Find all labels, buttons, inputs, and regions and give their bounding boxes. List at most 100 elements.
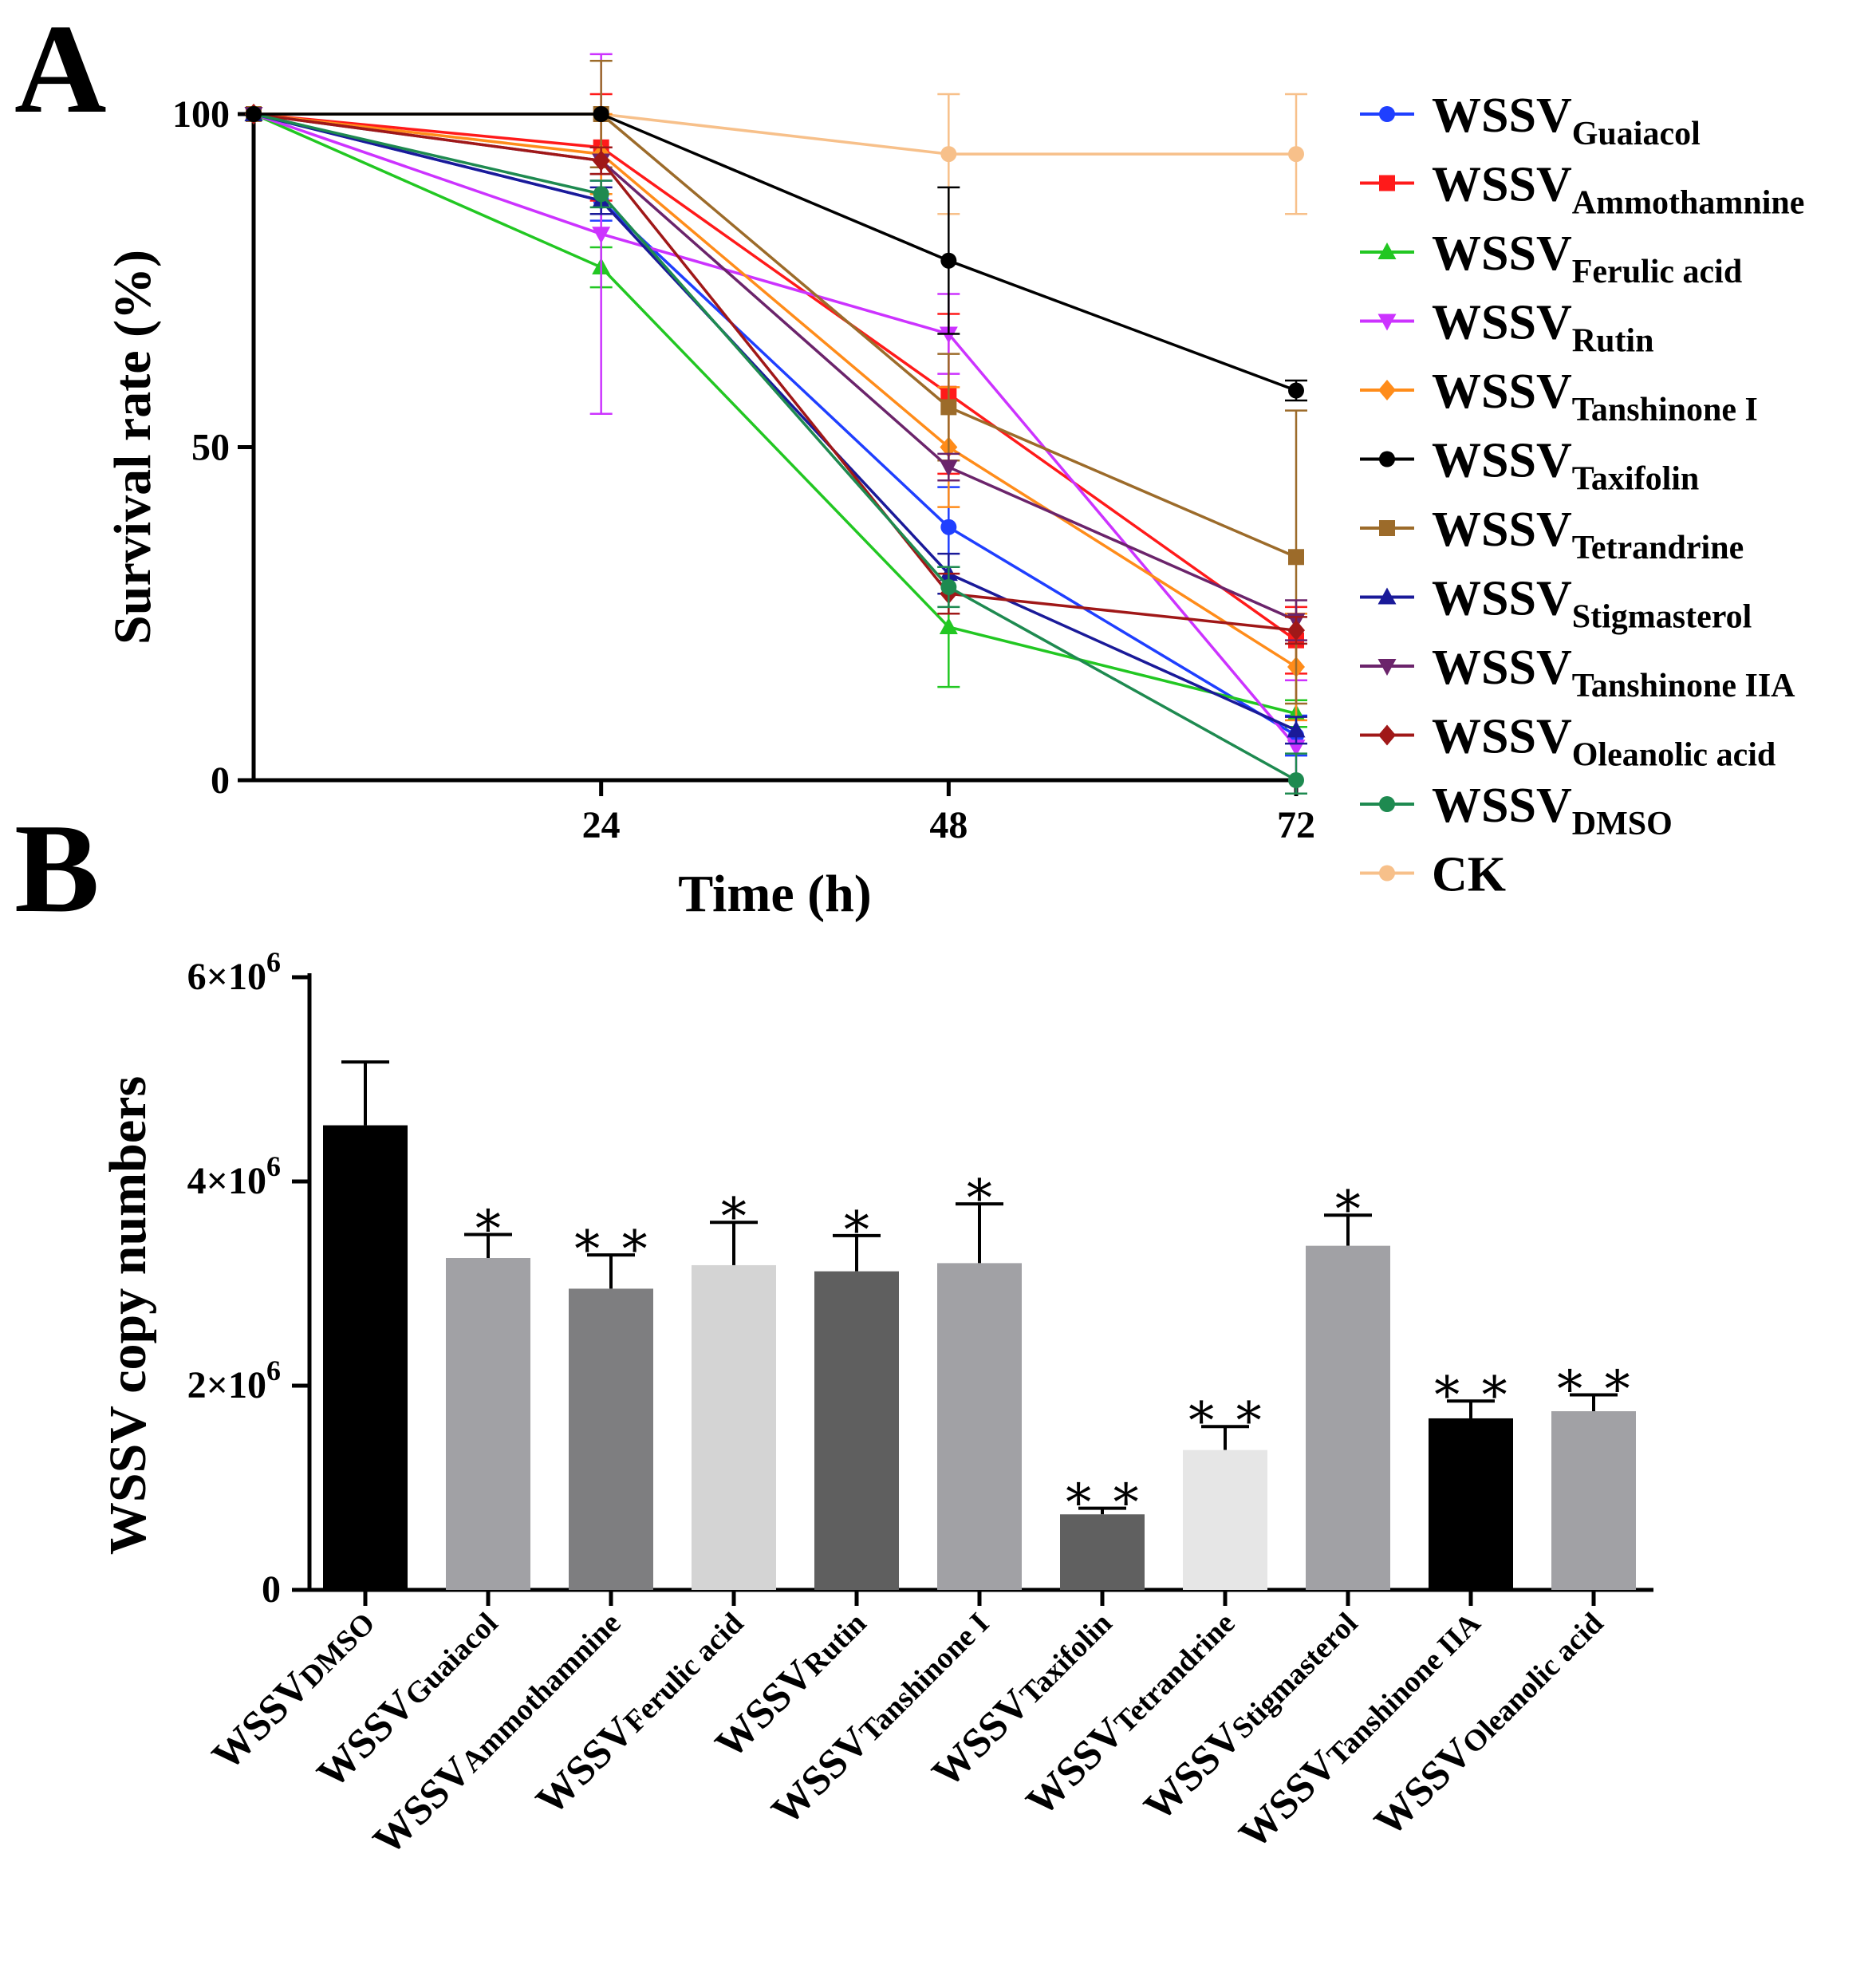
significance-marker: ∗ ∗ (1062, 1465, 1144, 1521)
legend-label: WSSVRutin (1432, 296, 1653, 360)
data-point (940, 578, 957, 595)
legend-swatch-marker (1378, 724, 1396, 746)
copy-number-bar-chart: 0 2×106 4×106 6×106 ∗ ∗ ∗ ∗ ∗ ∗ ∗ ∗ ∗ ∗ ∗ ∗ ∗ ∗ ∗ WS… (99, 946, 1653, 1864)
bar-rect (692, 1264, 776, 1590)
series-line (253, 112, 1297, 622)
significance-marker: ∗ (962, 1160, 997, 1217)
legend-label: WSSVTanshinone I (1432, 365, 1758, 428)
legend-entry-wssv-ferulic-acid: WSSVFerulic acid (1360, 227, 1742, 290)
legend-entry-wssv-rutin: WSSVRutin (1360, 296, 1653, 360)
survival-legend: WSSVGuaiacolWSSVAmmothamnineWSSVFerulic … (1360, 89, 1804, 902)
significance-marker: ∗ ∗ (1184, 1382, 1267, 1439)
significance-marker: ∗ (839, 1192, 874, 1248)
survival-series (244, 53, 1307, 795)
series-wssv-dmso (246, 106, 1307, 795)
series-line (254, 112, 1297, 558)
data-point (1287, 620, 1305, 641)
bar-rect (1183, 1450, 1267, 1590)
series-line (253, 112, 1297, 737)
legend-label: WSSVTaxifolin (1432, 434, 1699, 498)
legend-entry-wssv-tetrandrine: WSSVTetrandrine (1360, 503, 1744, 566)
series-line (253, 112, 1297, 782)
data-point (593, 186, 609, 203)
survival-x-tick-label: 72 (1277, 804, 1315, 846)
data-point (1288, 549, 1304, 566)
bar-wssv-dmso (323, 1060, 408, 1590)
bar-rect (323, 1125, 408, 1590)
category-label-wssv-ferulic-acid: WSSVFerulic acid (527, 1599, 751, 1824)
survival-x-tick-label: 48 (929, 804, 968, 846)
series-wssv-ferulic-acid (244, 105, 1307, 728)
data-point (593, 106, 609, 122)
bar-rect (1060, 1514, 1145, 1590)
bar-rect (446, 1258, 530, 1590)
bar-wssv-oleanolic-acid: ∗ ∗ (1551, 1351, 1636, 1590)
survival-y-tick-label: 0 (211, 759, 230, 802)
survival-x-axis-title: Time (h) (678, 865, 872, 923)
category-label-wssv-stigmasterol: WSSVStigmasterol (1136, 1599, 1366, 1830)
bar-rect (1306, 1245, 1390, 1590)
legend-entry-wssv-oleanolic-acid: WSSVOleanolic acid (1360, 710, 1776, 774)
panel-letter-a: A (14, 0, 107, 140)
legend-entry-ck: CK (1360, 848, 1506, 902)
series-wssv-guaiacol (246, 106, 1307, 757)
legend-swatch-marker (1377, 243, 1397, 259)
series-wssv-rutin (244, 53, 1307, 795)
copy-number-y-tick-label: 4×106 (187, 1150, 281, 1202)
survival-y-tick-label: 100 (172, 93, 230, 136)
bar-wssv-guaiacol: ∗ (446, 1191, 530, 1590)
bar-wssv-tanshinone-i: ∗ (937, 1160, 1022, 1590)
series-line (253, 112, 1297, 632)
legend-entry-wssv-guaiacol: WSSVGuaiacol (1360, 89, 1701, 152)
legend-swatch-marker (1379, 520, 1395, 536)
data-point (939, 617, 958, 634)
series-wssv-tetrandrine (246, 59, 1307, 705)
data-point (1287, 720, 1306, 738)
legend-entry-wssv-tanshinone-iia: WSSVTanshinone IIA (1360, 641, 1795, 704)
legend-entry-wssv-taxifolin: WSSVTaxifolin (1360, 434, 1699, 498)
data-point (940, 519, 957, 535)
survival-x-tick-label: 24 (582, 804, 621, 846)
legend-swatch-marker (1377, 587, 1397, 605)
bar-wssv-stigmasterol: ∗ (1306, 1171, 1390, 1590)
legend-label: WSSVAmmothamnine (1432, 158, 1804, 222)
bar-rect (569, 1288, 653, 1590)
bar-wssv-taxifolin: ∗ ∗ (1060, 1465, 1145, 1590)
series-line (253, 112, 1298, 642)
copy-number-y-tick-label: 2×106 (187, 1355, 281, 1406)
series-line (253, 112, 1298, 748)
legend-swatch-marker (1379, 175, 1395, 191)
legend-label: WSSVDMSO (1432, 779, 1673, 842)
bar-wssv-ferulic-acid: ∗ (692, 1178, 776, 1590)
bar-rect (1551, 1411, 1636, 1590)
bar-rect (814, 1271, 899, 1590)
legend-label: CK (1432, 848, 1506, 902)
legend-label: WSSVOleanolic acid (1432, 710, 1776, 774)
category-label-wssv-oleanolic-acid: WSSVOleanolic acid (1366, 1599, 1611, 1845)
data-point (1288, 772, 1304, 788)
data-point (246, 106, 262, 122)
bar-wssv-rutin: ∗ (814, 1192, 899, 1590)
data-point (940, 146, 957, 163)
significance-marker: ∗ ∗ (1553, 1351, 1635, 1408)
survival-y-axis-title: Survival rate (%) (104, 250, 162, 645)
legend-swatch-marker (1377, 314, 1397, 331)
legend-entry-wssv-tanshinone-i: WSSVTanshinone I (1360, 365, 1758, 428)
legend-entry-wssv-ammothamnine: WSSVAmmothamnine (1360, 158, 1804, 222)
data-point (1288, 382, 1304, 399)
survival-y-tick-label: 50 (191, 427, 230, 469)
series-wssv-taxifolin (246, 106, 1307, 402)
data-point (592, 227, 611, 244)
legend-label: WSSVGuaiacol (1432, 89, 1701, 152)
series-wssv-oleanolic-acid (245, 104, 1307, 645)
copy-number-y-axis-title: WSSV copy numbers (99, 1076, 157, 1555)
legend-swatch-marker (1377, 659, 1397, 676)
category-label-wssv-tanshinone-i: WSSVTanshinone I (763, 1599, 998, 1834)
legend-label: WSSVTanshinone IIA (1432, 641, 1795, 704)
data-point (939, 326, 958, 344)
category-label-wssv-tanshinone-iia: WSSVTanshinone IIA (1231, 1599, 1489, 1858)
significance-marker: ∗ (716, 1178, 751, 1235)
significance-marker: ∗ ∗ (570, 1211, 652, 1268)
